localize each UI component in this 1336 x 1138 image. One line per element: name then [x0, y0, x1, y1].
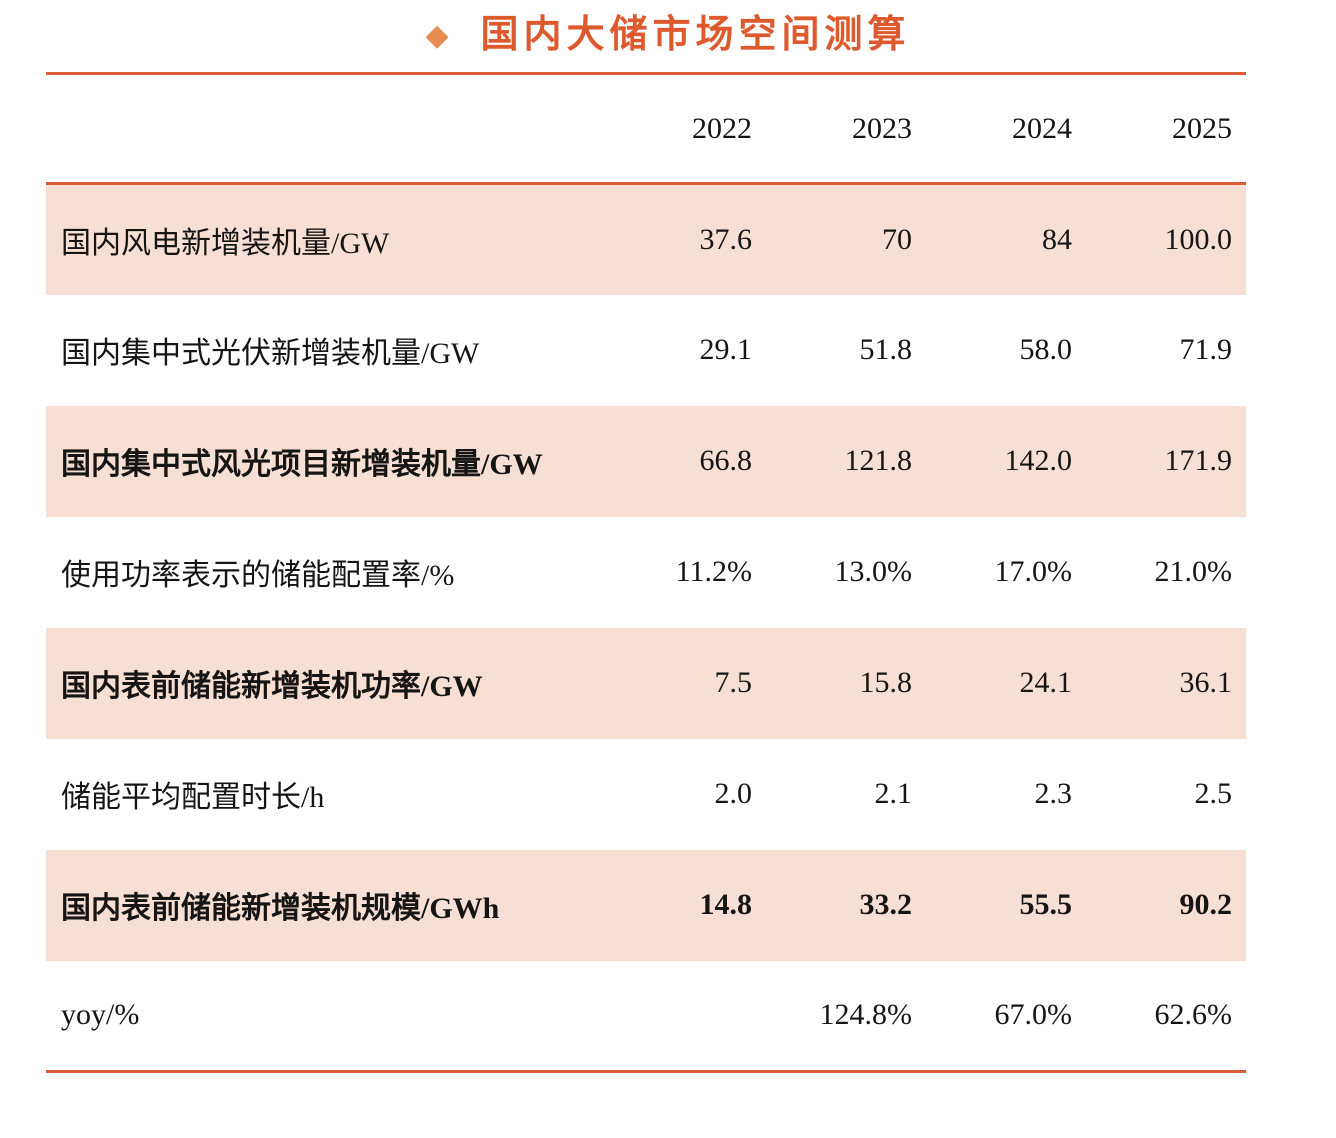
row-label: 国内集中式光伏新增装机量/GW [61, 337, 480, 370]
cell-value: 2.5 [1194, 777, 1233, 810]
cell-value: 21.0% [1154, 555, 1233, 588]
cell-value: 29.1 [699, 333, 753, 366]
table-row: 国内集中式光伏新增装机量/GW 29.1 51.8 58.0 71.9 [46, 295, 1246, 406]
table-row: 国内表前储能新增装机功率/GW 7.5 15.8 24.1 36.1 [46, 627, 1246, 739]
cell-value: 142.0 [1004, 444, 1073, 477]
cell-value: 33.2 [859, 888, 913, 921]
table-row: 使用功率表示的储能配置率/% 11.2% 13.0% 17.0% 21.0% [46, 517, 1246, 628]
cell-value: 11.2% [675, 555, 752, 588]
cell-value: 15.8 [859, 666, 913, 699]
cell-value: 55.5 [1019, 888, 1073, 921]
row-label: 国内风电新增装机量/GW [61, 226, 390, 260]
cell-value: 67.0% [994, 998, 1073, 1032]
column-header-2022: 2022 [592, 73, 752, 185]
cell-value: 70 [882, 222, 912, 256]
cell-value: 13.0% [834, 555, 913, 588]
cell-value: 121.8 [844, 444, 913, 477]
cell-value: 90.2 [1179, 888, 1233, 921]
diamond-bullet-icon: ◆ [425, 19, 449, 52]
row-label: 储能平均配置时长/h [61, 781, 325, 814]
cell-value: 14.8 [699, 888, 753, 921]
cell-value: 171.9 [1164, 444, 1233, 477]
table-row: 储能平均配置时长/h 2.0 2.1 2.3 2.5 [46, 739, 1246, 850]
column-header-2025: 2025 [1072, 73, 1246, 185]
table-row: 国内表前储能新增装机规模/GWh 14.8 33.2 55.5 90.2 [46, 849, 1246, 961]
cell-value: 2.1 [874, 777, 913, 810]
cell-value: 124.8% [819, 998, 913, 1032]
cell-value [592, 961, 752, 1072]
table-header-row: 2022 2023 2024 2025 [46, 73, 1246, 185]
cell-value: 58.0 [1019, 333, 1073, 366]
row-label: 使用功率表示的储能配置率/% [61, 559, 455, 592]
header-label-spacer [46, 73, 592, 185]
cell-value: 62.6% [1154, 998, 1233, 1032]
table-row: 国内风电新增装机量/GW 37.6 70 84 100.0 [46, 183, 1246, 295]
table-row: yoy/% 124.8% 67.0% 62.6% [46, 961, 1246, 1072]
cell-value: 37.6 [699, 222, 753, 256]
cell-value: 2.0 [714, 777, 753, 810]
cell-value: 100.0 [1164, 222, 1233, 256]
column-header-2023: 2023 [752, 73, 912, 185]
cell-value: 7.5 [714, 666, 753, 699]
table-body: 国内风电新增装机量/GW 37.6 70 84 100.0 国内集中式光伏新增装机量/GW… [46, 183, 1246, 1072]
cell-value: 71.9 [1179, 333, 1233, 366]
row-label: yoy/% [61, 998, 140, 1032]
row-label: 国内表前储能新增装机规模/GWh [61, 892, 500, 925]
row-label: 国内集中式风光项目新增装机量/GW [61, 448, 543, 481]
cell-value: 24.1 [1019, 666, 1073, 699]
cell-value: 51.8 [859, 333, 913, 366]
market-forecast-table: 2022 2023 2024 2025 国内风电新增装机量/GW 37.6 70 84 100… [46, 72, 1246, 1073]
table-row: 国内集中式风光项目新增装机量/GW 66.8 121.8 142.0 171.9 [46, 405, 1246, 517]
cell-value: 84 [1042, 222, 1072, 256]
cell-value: 66.8 [699, 444, 753, 477]
cell-value: 36.1 [1179, 666, 1233, 699]
column-header-2024: 2024 [912, 73, 1072, 185]
figure-title: 国内大储市场空间测算 [480, 14, 911, 57]
row-label: 国内表前储能新增装机功率/GW [61, 670, 483, 703]
cell-value: 17.0% [994, 555, 1073, 588]
figure-title-bar: ◆ 国内大储市场空间测算 [0, 0, 1336, 72]
table-area: 2022 2023 2024 2025 国内风电新增装机量/GW 37.6 70 84 100… [46, 72, 1246, 1073]
cell-value: 2.3 [1034, 777, 1073, 810]
